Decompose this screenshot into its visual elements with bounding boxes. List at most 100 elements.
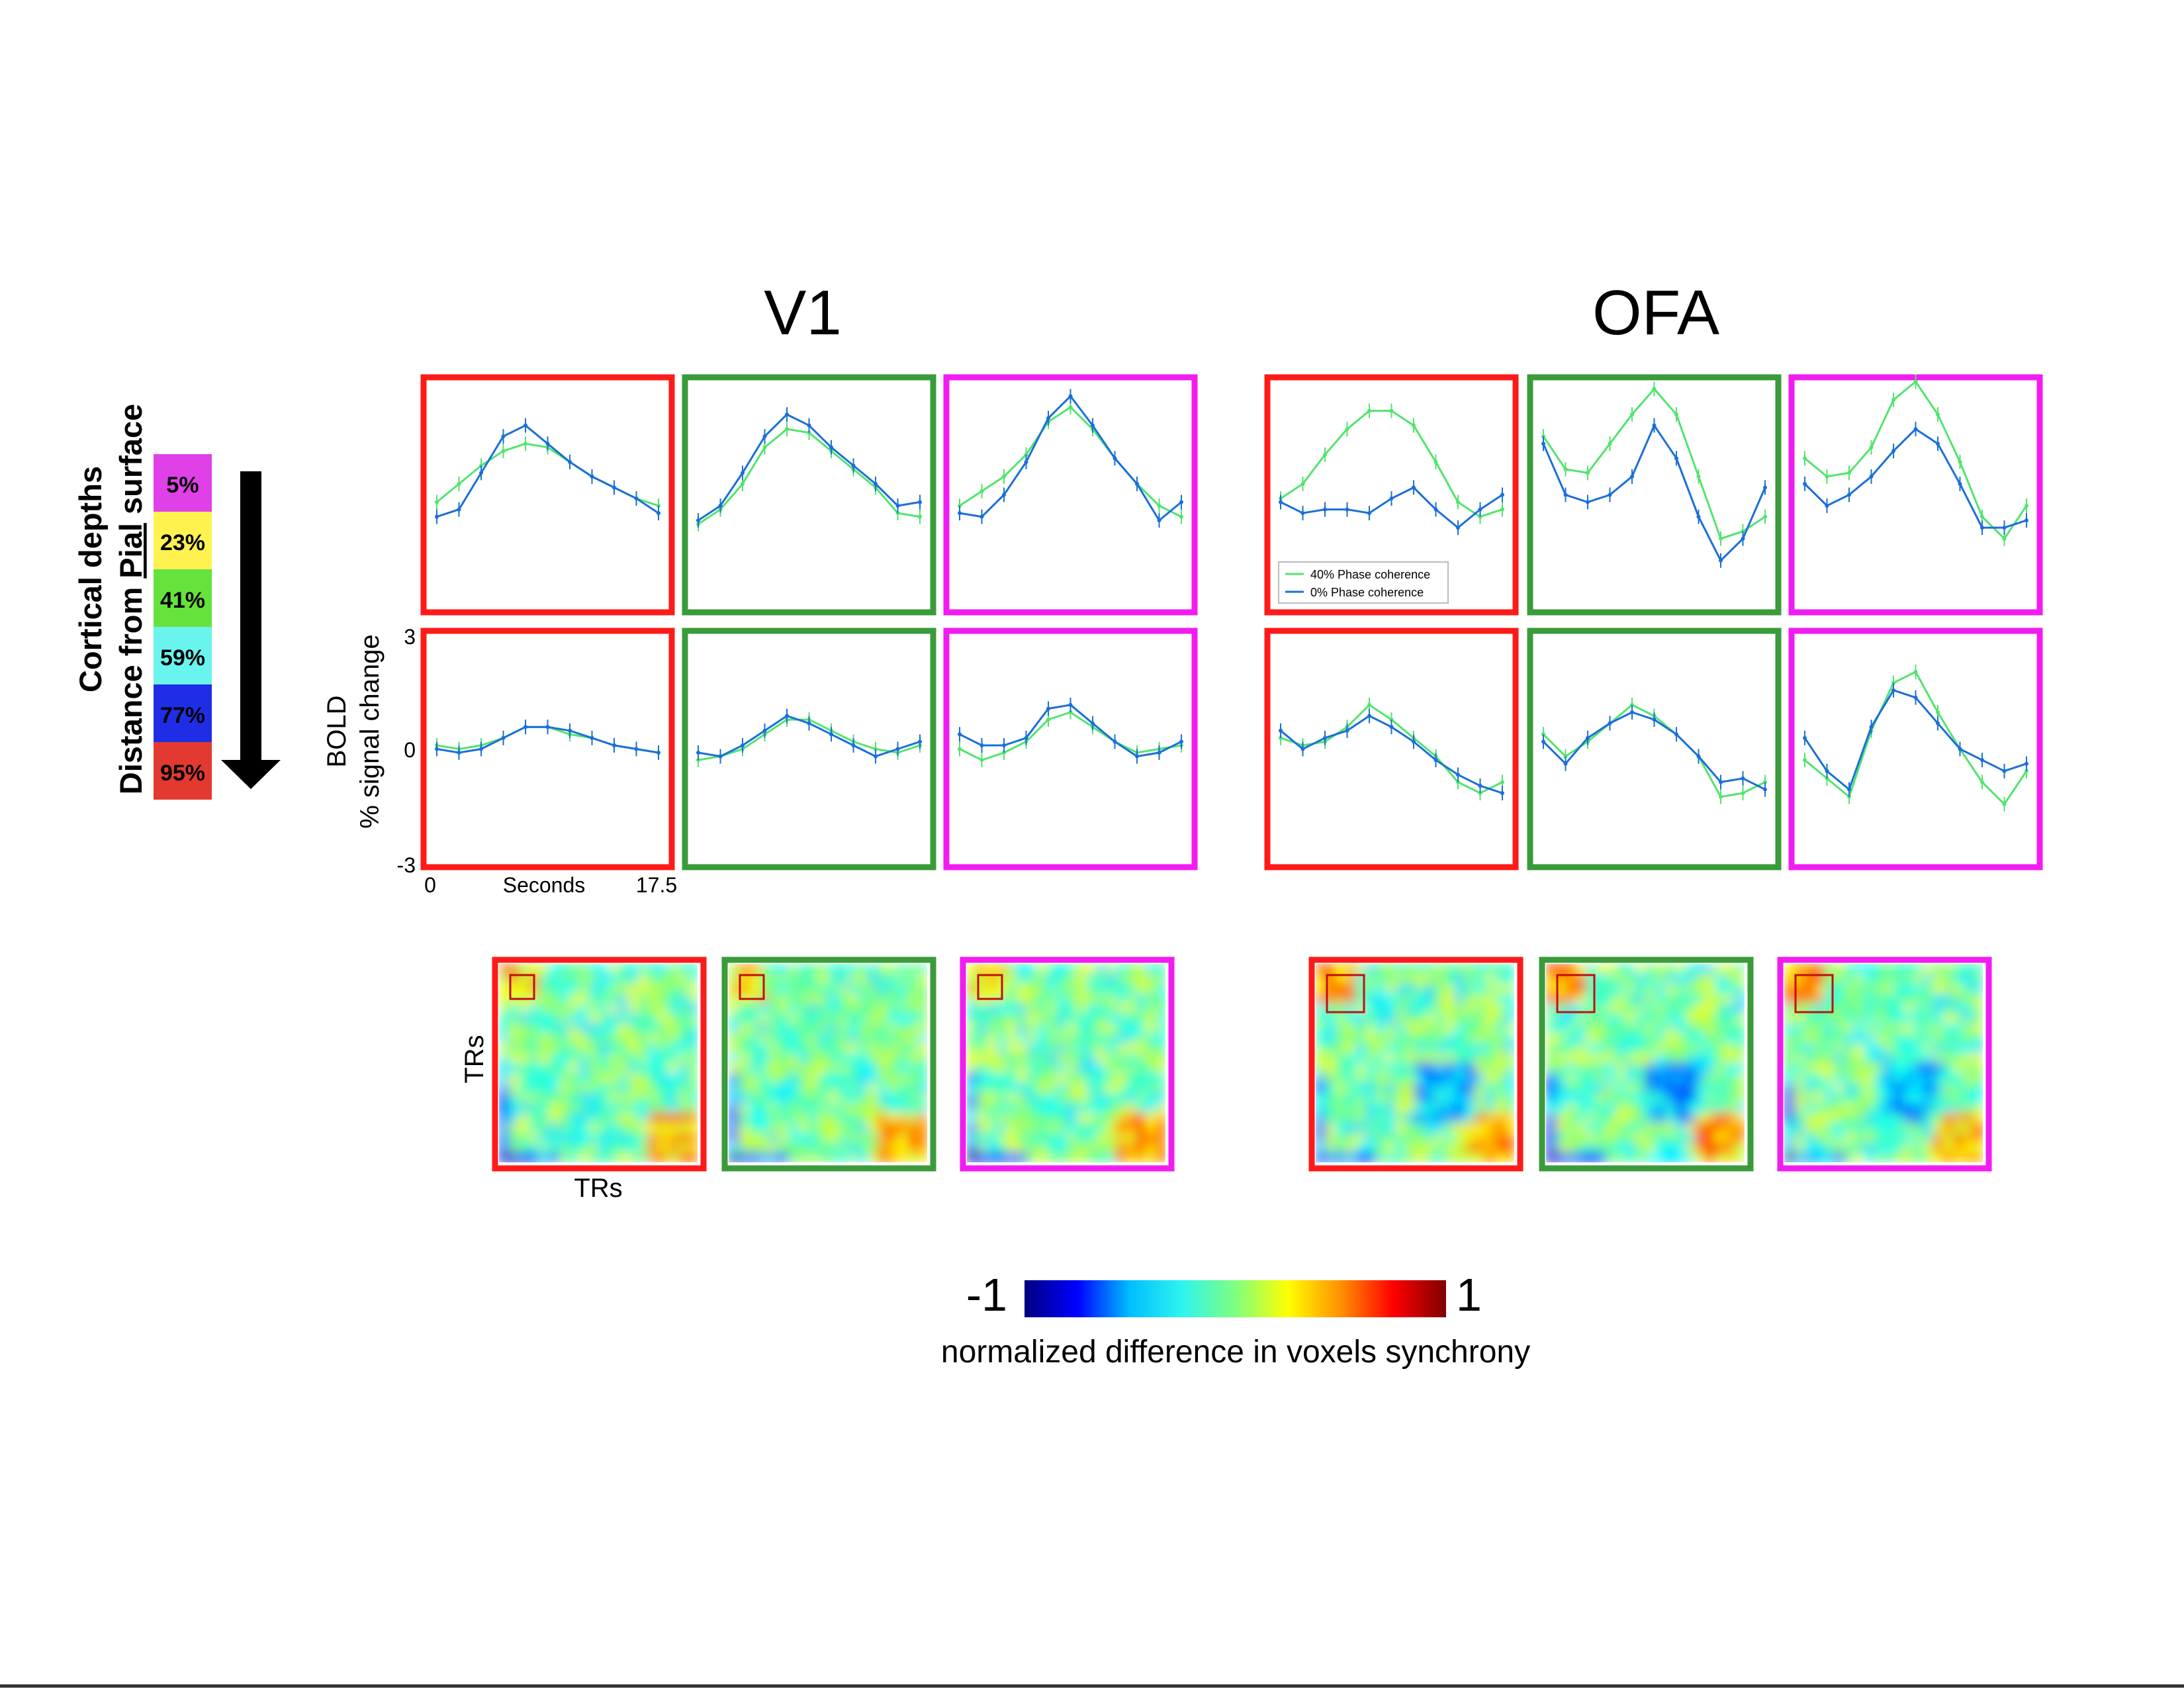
- heatmap-cell: [1794, 1023, 1805, 1034]
- data-point-green: [1958, 459, 1962, 464]
- heatmap-cell: [1794, 1113, 1805, 1123]
- heatmap-cell: [1136, 1143, 1146, 1153]
- data-point-blue: [1367, 511, 1371, 516]
- heatmap-cell: [1923, 1013, 1934, 1024]
- heatmap-cell: [1455, 1033, 1465, 1044]
- heatmap-cell: [1556, 1103, 1567, 1113]
- heatmap-cell: [768, 974, 779, 984]
- heatmap-cell: [1913, 1023, 1924, 1034]
- heatmap-cell: [1913, 1113, 1924, 1123]
- heatmap-cell: [1943, 1152, 1954, 1162]
- heatmap-cell: [1405, 1133, 1416, 1143]
- heatmap-cell: [749, 1083, 759, 1094]
- heatmap-cell: [1586, 1113, 1596, 1123]
- heatmap-cell: [1017, 1103, 1027, 1113]
- heatmap-cell: [1784, 1033, 1795, 1044]
- heatmap-cell: [559, 1143, 569, 1153]
- heatmap-cell: [1455, 1073, 1465, 1084]
- heatmap-cell: [578, 1033, 589, 1044]
- similarity-heatmap-ofa-red: [1308, 957, 1524, 1172]
- heatmap-cell: [1475, 1152, 1485, 1162]
- heatmap-cell: [1405, 1093, 1416, 1103]
- heatmap-cell: [1106, 1143, 1116, 1153]
- data-point-green: [1741, 791, 1745, 796]
- heatmap-cell: [578, 1103, 589, 1113]
- heatmap-cell: [1615, 1043, 1626, 1054]
- heatmap-cell: [1355, 1152, 1366, 1162]
- heatmap-cell: [1326, 974, 1336, 984]
- heatmap-cell: [1606, 1083, 1616, 1094]
- heatmap-cell: [648, 984, 659, 994]
- data-point-blue: [2002, 526, 2007, 530]
- data-point-blue: [501, 434, 506, 439]
- heatmap-cell: [1943, 1133, 1954, 1143]
- heatmap-cell: [1884, 1023, 1894, 1034]
- heatmap-cell: [1355, 1063, 1366, 1074]
- heatmap-cell: [778, 974, 789, 984]
- heatmap-cell: [1425, 964, 1435, 974]
- heatmap-cell: [1963, 1152, 1974, 1162]
- heatmap-cell: [1834, 1033, 1844, 1044]
- heatmap-cell: [1784, 1143, 1795, 1153]
- heatmap-cell: [858, 1053, 868, 1064]
- heatmap-cell: [638, 1123, 649, 1133]
- heatmap-cell: [549, 1073, 559, 1084]
- data-point-blue: [1002, 492, 1006, 497]
- heatmap-cell: [758, 1103, 769, 1113]
- heatmap-cell: [1893, 1053, 1904, 1064]
- heatmap-cell: [1504, 964, 1514, 974]
- heatmap-cell: [997, 1053, 1007, 1064]
- heatmap-cell: [509, 1033, 520, 1044]
- heatmap-cell: [678, 1043, 688, 1054]
- heatmap-cell: [1625, 1103, 1636, 1113]
- data-point-green: [1412, 423, 1416, 428]
- data-point-blue: [918, 500, 922, 504]
- heatmap-cell: [1625, 1033, 1636, 1044]
- data-point-blue: [457, 751, 461, 755]
- heatmap-cell: [1116, 1143, 1126, 1153]
- heatmap-cell: [1316, 994, 1326, 1004]
- heatmap-cell: [1556, 1073, 1567, 1084]
- heatmap-cell: [1046, 994, 1057, 1004]
- heatmap-cell: [1455, 1004, 1465, 1014]
- data-point-blue: [1825, 504, 1829, 508]
- heatmap-cell: [1685, 1113, 1696, 1123]
- heatmap-cell: [1556, 1023, 1567, 1034]
- tr-label-y: TRs: [460, 1035, 489, 1083]
- heatmap-cell: [1705, 1143, 1715, 1153]
- heatmap-cell: [1056, 1123, 1067, 1133]
- heatmap-cell: [1695, 1123, 1706, 1133]
- heatmap-cell: [1566, 1123, 1576, 1133]
- heatmap-cell: [1007, 1013, 1017, 1024]
- heatmap-cell: [868, 1023, 878, 1034]
- heatmap-cell: [1893, 1043, 1904, 1054]
- heatmap-cell: [1365, 1063, 1376, 1074]
- heatmap-cell: [648, 1093, 659, 1103]
- bold-panel-v1-r1c3: [943, 374, 1198, 616]
- depth-swatch-77pct: [154, 684, 212, 742]
- heatmap-cell: [788, 1093, 799, 1103]
- heatmap-cell: [848, 1103, 858, 1113]
- heatmap-cell: [1695, 1053, 1706, 1064]
- heatmap-cell: [1566, 1023, 1576, 1034]
- heatmap-cell: [1415, 1133, 1426, 1143]
- heatmap-cell: [1007, 1143, 1017, 1153]
- heatmap-cell: [967, 1123, 978, 1133]
- heatmap-cell: [678, 1063, 688, 1074]
- heatmap-cell: [798, 974, 809, 984]
- heatmap-cell: [559, 1083, 569, 1094]
- heatmap-cell: [917, 1073, 927, 1084]
- heatmap-cell: [678, 1083, 688, 1094]
- heatmap-cell: [788, 1053, 799, 1064]
- heatmap-cell: [1405, 1073, 1416, 1084]
- heatmap-cell: [1675, 974, 1686, 984]
- data-point-blue: [634, 496, 639, 501]
- heatmap-cell: [868, 964, 878, 974]
- heatmap-cell: [1046, 1043, 1057, 1054]
- heatmap-cell: [1465, 1053, 1475, 1064]
- heatmap-cell: [1435, 1152, 1445, 1162]
- heatmap-cell: [1345, 1033, 1356, 1044]
- heatmap-cell: [628, 1113, 639, 1123]
- data-point-blue: [1157, 518, 1161, 523]
- heatmap-cell: [608, 994, 619, 1004]
